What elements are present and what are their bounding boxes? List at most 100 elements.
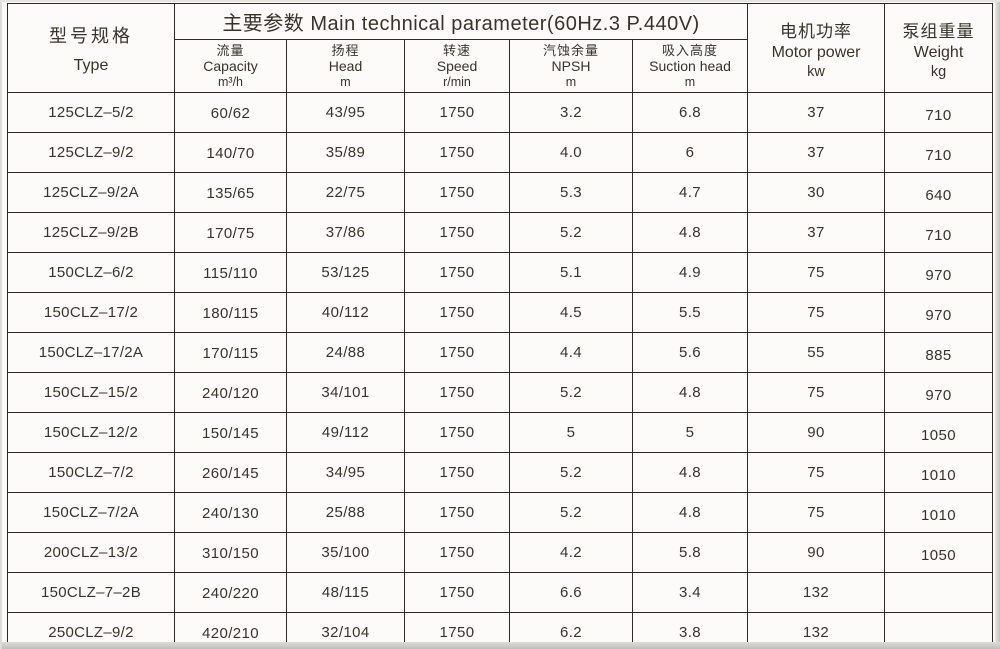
col-header-head-en: Head (328, 58, 363, 75)
col-header-speed-unit: r/min (443, 74, 471, 89)
cell-head: 24/88 (286, 332, 405, 373)
cell-type: 125CLZ–9/2A (7, 172, 175, 213)
cell-npsh: 4.5 (509, 292, 633, 333)
cell-type: 125CLZ–9/2 (7, 132, 175, 173)
cell-motor-power: 90 (747, 412, 886, 453)
cell-npsh: 6.6 (509, 572, 633, 613)
cell-speed: 1750 (404, 572, 510, 613)
col-header-suction-head: 吸入高度 Suction head m (631, 39, 749, 93)
cell-capacity: 180/115 (174, 292, 287, 333)
col-header-speed-en: Speed (436, 58, 478, 75)
cell-suction-head: 4.8 (631, 492, 749, 533)
cell-speed: 1750 (404, 132, 510, 173)
col-header-speed-zh: 转速 (442, 42, 471, 58)
cell-motor-power: 90 (747, 532, 886, 573)
cell-motor-power: 37 (747, 212, 886, 253)
cell-weight: 1010 (884, 492, 994, 533)
cell-speed: 1750 (404, 212, 510, 253)
cell-suction-head: 3.4 (631, 572, 749, 613)
cell-head: 48/115 (286, 572, 405, 613)
cell-npsh: 4.2 (509, 532, 633, 573)
col-header-head-zh: 扬程 (331, 42, 360, 58)
table-row: 150CLZ–7–2B 240/220 48/115 1750 6.6 3.4 132 (7, 572, 994, 613)
cell-motor-power: 75 (747, 252, 886, 293)
cell-type: 150CLZ–7/2A (7, 492, 175, 533)
cell-capacity: 170/75 (174, 212, 287, 253)
col-header-weight: 泵组重量 Weight kg (884, 3, 994, 93)
cell-capacity: 170/115 (174, 332, 287, 373)
col-header-type-en: Type (73, 56, 109, 74)
col-header-motor-power-zh: 电机功率 (780, 21, 853, 41)
cell-npsh: 3.2 (509, 92, 633, 133)
cell-weight: 640 (884, 172, 994, 213)
cell-weight: 1010 (884, 452, 994, 493)
col-header-npsh-unit: m (565, 74, 577, 89)
cell-weight: 1050 (884, 412, 994, 453)
cell-capacity: 240/120 (174, 372, 287, 413)
col-header-motor-power: 电机功率 Motor power kw (747, 3, 886, 93)
cell-type: 150CLZ–6/2 (7, 252, 175, 293)
cell-npsh: 4.4 (509, 332, 633, 373)
cell-suction-head: 5 (631, 412, 749, 453)
cell-head: 49/112 (286, 412, 405, 453)
cell-motor-power: 75 (747, 492, 886, 533)
col-header-motor-power-unit: kw (807, 63, 825, 80)
scan-edge-top (0, 0, 1000, 2)
col-header-capacity-unit: m³/h (218, 74, 243, 89)
cell-weight: 710 (884, 92, 994, 133)
cell-speed: 1750 (404, 412, 510, 453)
cell-capacity: 115/110 (174, 252, 287, 293)
col-header-weight-en: Weight (913, 43, 964, 61)
cell-head: 37/86 (286, 212, 405, 253)
cell-speed: 1750 (404, 452, 510, 493)
cell-head: 35/89 (286, 132, 405, 173)
col-header-type: 型号规格 Type (7, 3, 175, 93)
cell-suction-head: 6.8 (631, 92, 749, 133)
table-row: 150CLZ–7/2A 240/130 25/88 1750 5.2 4.8 75 1010 (7, 492, 994, 533)
cell-motor-power: 55 (747, 332, 886, 373)
table-row: 150CLZ–17/2A 170/115 24/88 1750 4.4 5.6 55 885 (7, 332, 994, 373)
table-row: 150CLZ–6/2 115/110 53/125 1750 5.1 4.9 75 970 (7, 252, 994, 293)
col-header-head: 扬程 Head m (286, 39, 405, 93)
cell-capacity: 240/220 (174, 572, 287, 613)
cell-speed: 1750 (404, 252, 510, 293)
cell-suction-head: 5.6 (631, 332, 749, 373)
cell-type: 125CLZ–5/2 (7, 92, 175, 133)
cell-suction-head: 4.8 (631, 212, 749, 253)
cell-speed: 1750 (404, 492, 510, 533)
cell-npsh: 5.3 (509, 172, 633, 213)
cell-npsh: 5.2 (509, 492, 633, 533)
table-header: 型号规格 Type 主要参数 Main technical parameter(… (7, 3, 994, 93)
col-header-npsh: 汽蚀余量 NPSH m (509, 39, 633, 93)
cell-motor-power: 30 (747, 172, 886, 213)
cell-motor-power: 37 (747, 92, 886, 133)
cell-npsh: 5.2 (509, 212, 633, 253)
cell-head: 43/95 (286, 92, 405, 133)
cell-capacity: 60/62 (174, 92, 287, 133)
cell-speed: 1750 (404, 332, 510, 373)
cell-type: 200CLZ–13/2 (7, 532, 175, 573)
scan-edge-bottom (0, 642, 1000, 649)
table-body: 125CLZ–5/2 60/62 43/95 1750 3.2 6.8 37 710 125CL… (7, 92, 994, 649)
table-row: 125CLZ–9/2 140/70 35/89 1750 4.0 6 37 710 (7, 132, 994, 173)
table-row: 150CLZ–15/2 240/120 34/101 1750 5.2 4.8 75 970 (7, 372, 994, 413)
table-row: 125CLZ–9/2B 170/75 37/86 1750 5.2 4.8 37 710 (7, 212, 994, 253)
table-row: 200CLZ–13/2 310/150 35/100 1750 4.2 5.8 90 1050 (7, 532, 994, 573)
cell-type: 150CLZ–7/2 (7, 452, 175, 493)
col-header-head-unit: m (340, 74, 351, 89)
col-header-speed: 转速 Speed r/min (404, 39, 510, 93)
cell-motor-power: 75 (747, 372, 886, 413)
cell-type: 150CLZ–15/2 (7, 372, 175, 413)
cell-type: 250CLZ–9/2 (7, 612, 175, 649)
cell-weight: 885 (884, 332, 994, 373)
cell-npsh: 4.0 (509, 132, 633, 173)
cell-npsh: 5.2 (509, 452, 633, 493)
cell-suction-head: 5.8 (631, 532, 749, 573)
pump-parameters-table: 型号规格 Type 主要参数 Main technical parameter(… (7, 3, 994, 649)
cell-type: 150CLZ–7–2B (7, 572, 175, 613)
col-header-capacity: 流量 Capacity m³/h (174, 39, 287, 93)
col-header-capacity-zh: 流量 (216, 42, 245, 58)
table-row: 150CLZ–7/2 260/145 34/95 1750 5.2 4.8 75 1010 (7, 452, 994, 493)
cell-suction-head: 6 (631, 132, 749, 173)
